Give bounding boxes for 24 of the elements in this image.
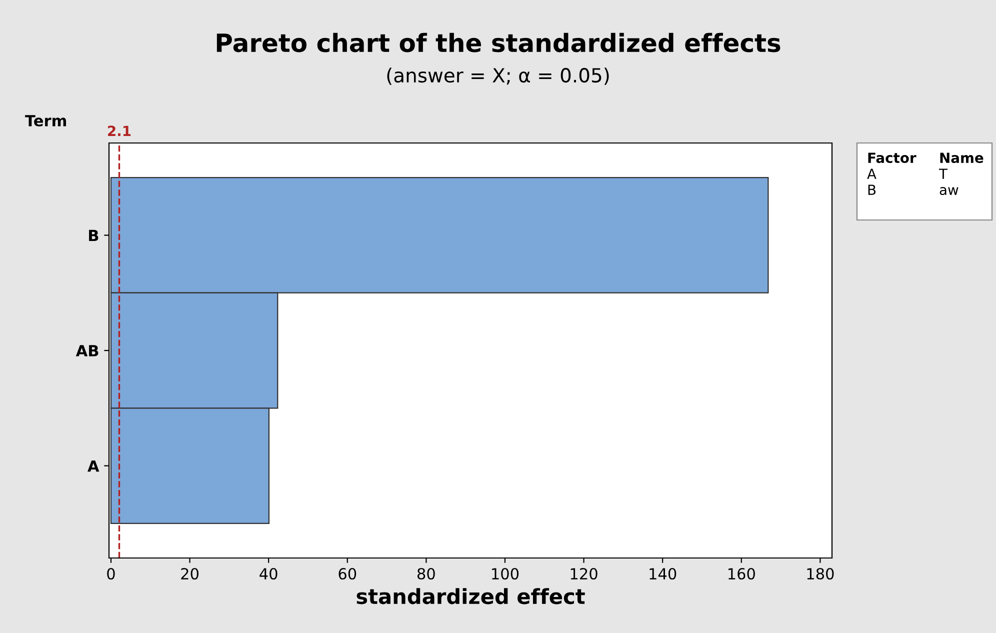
text: B (868, 184, 876, 195)
chart-subtitle: (answer = X; α = 0.05) (387, 68, 609, 85)
y-tick-label: B (89, 230, 98, 242)
x-tick-label: 160 (728, 568, 755, 580)
x-tick-label: 40 (260, 568, 278, 580)
x-tick-label: 60 (338, 568, 356, 580)
x-tick-label: 140 (650, 568, 676, 580)
ref-line-label: 2.1 (108, 126, 131, 136)
x-axis-title: standardized effect (356, 588, 585, 604)
chart-title: Pareto chart of the standardized effects (216, 32, 780, 52)
y-tick-label: A (88, 460, 100, 472)
text: A (867, 168, 876, 179)
x-tick-label: 20 (181, 568, 198, 580)
x-tick-label: 100 (492, 568, 519, 580)
x-tick-label: 120 (570, 568, 598, 580)
x-tick-label: 0 (107, 568, 115, 580)
x-tick-label: 180 (807, 568, 834, 580)
text: Factor (868, 152, 916, 164)
text: aw (940, 187, 958, 196)
y-tick-label: AB (76, 345, 98, 356)
text: T (938, 168, 948, 179)
y-axis-title: Term (25, 115, 66, 126)
text: Name (940, 152, 984, 164)
x-tick-label: 80 (417, 568, 435, 580)
